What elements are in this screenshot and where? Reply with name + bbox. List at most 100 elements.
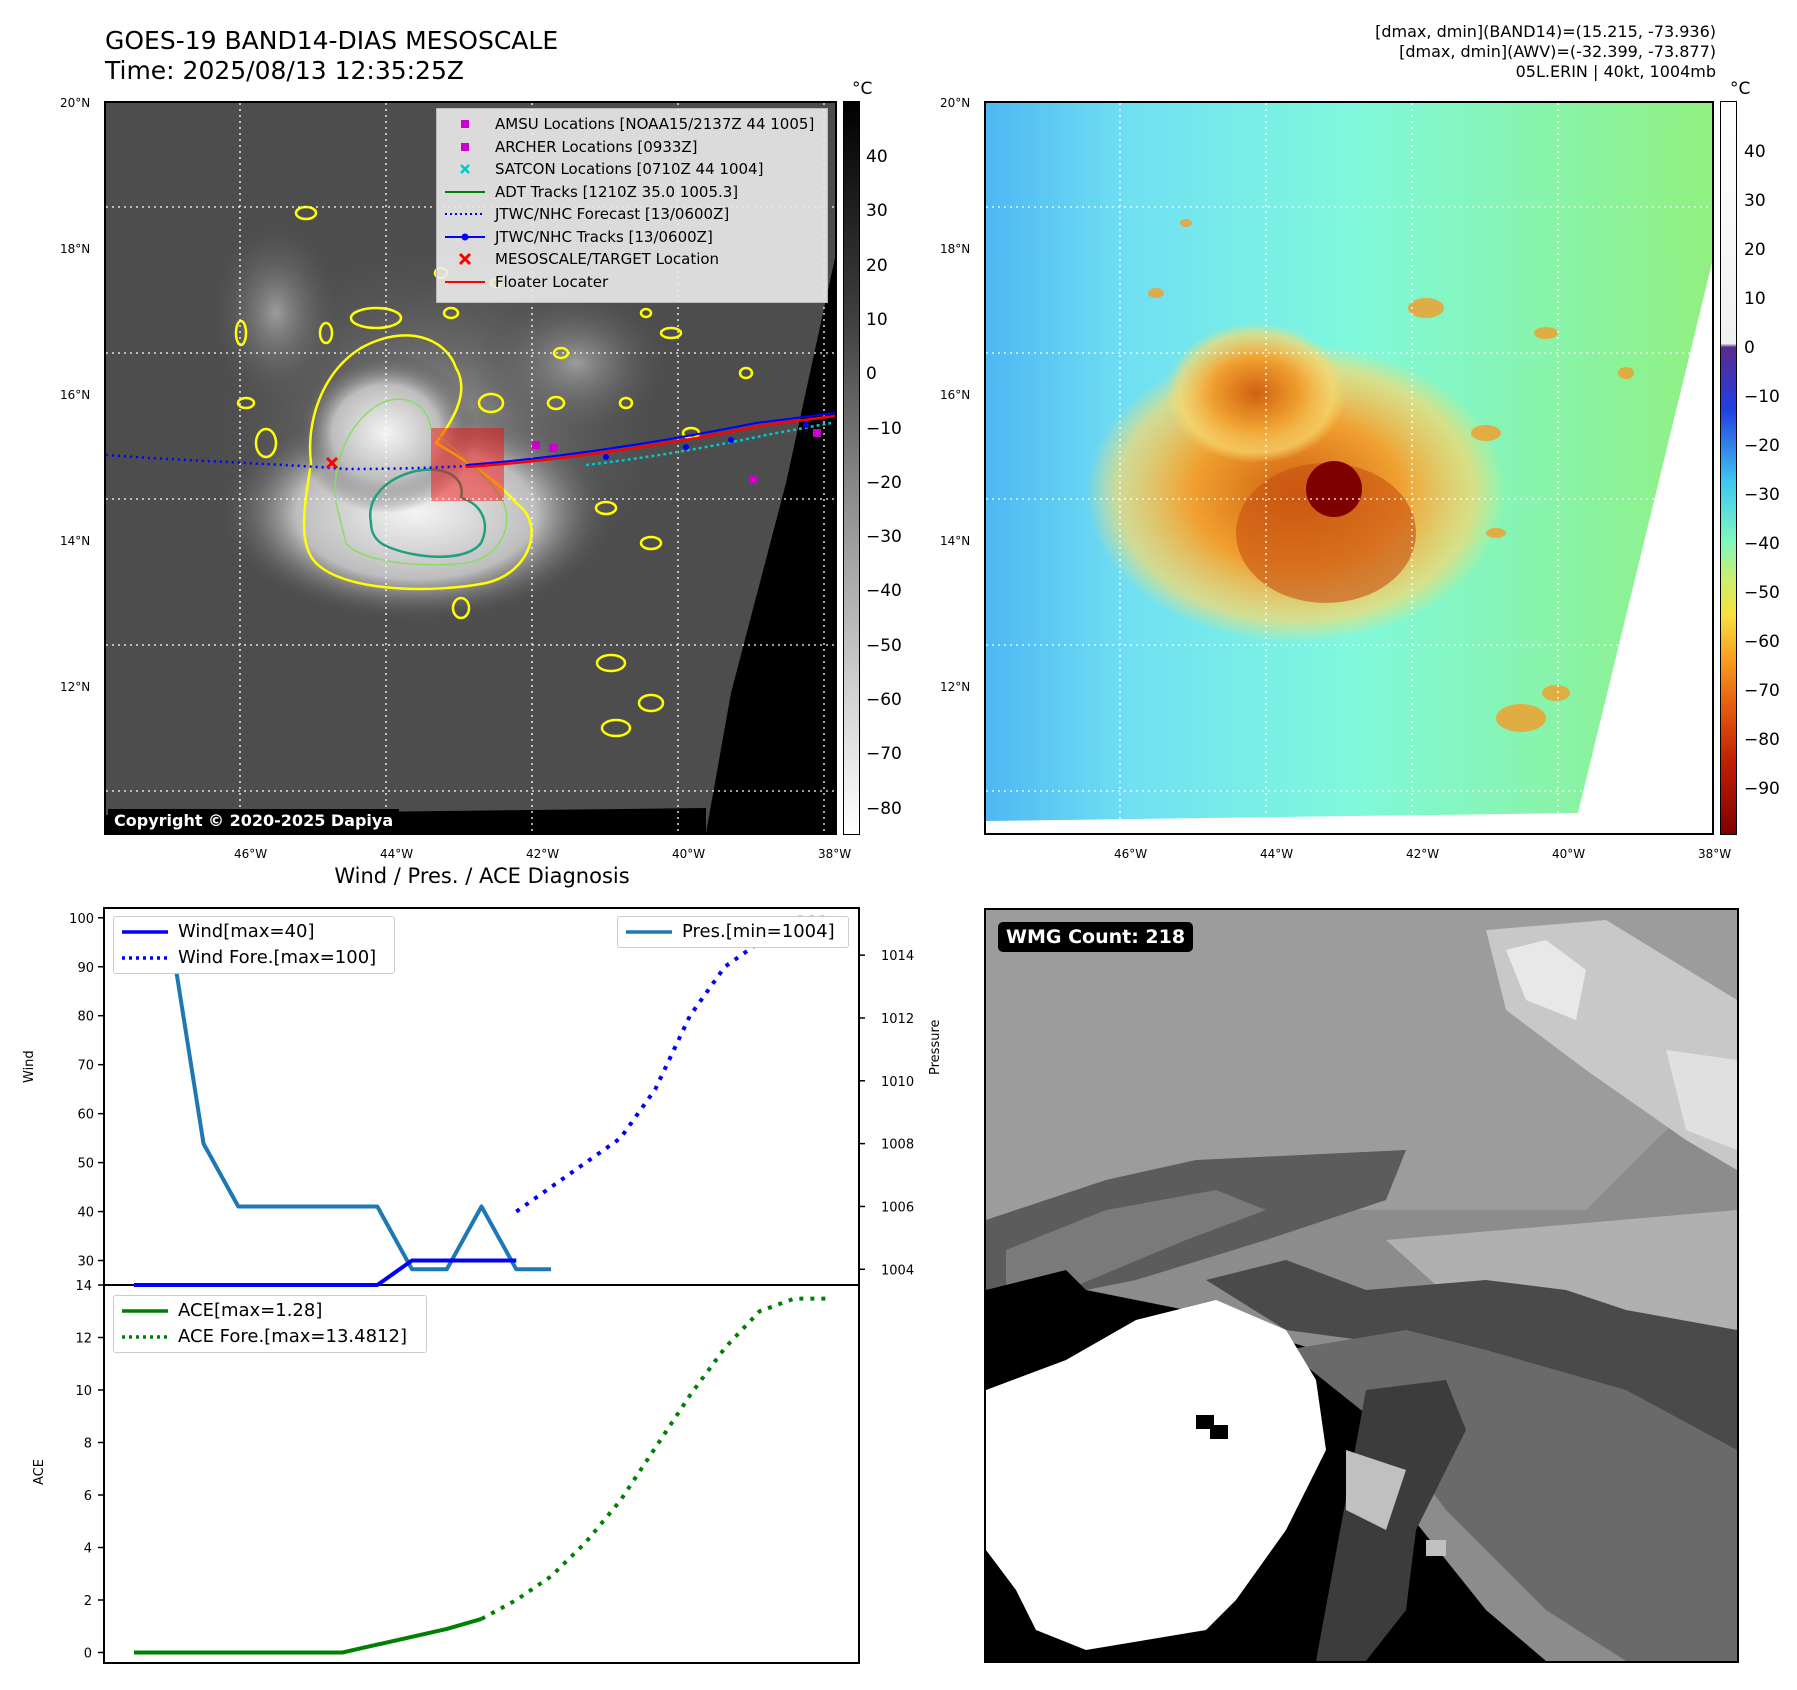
legend-wind: Wind[max=40] — [122, 919, 386, 945]
awv-map-svg — [986, 103, 1712, 833]
legend-ace-fore-label: ACE Fore.[max=13.4812] — [178, 1326, 407, 1347]
colorbar2-tick: 40 — [1744, 142, 1766, 162]
colorbar1-tick: −70 — [866, 744, 902, 765]
storm-info-name: 05L.ERIN | 40kt, 1004mb — [1515, 62, 1716, 81]
figure-title: GOES-19 BAND14-DIAS MESOSCALE Time: 2025… — [105, 26, 558, 86]
colorbar1-tick: −20 — [866, 472, 902, 493]
map-lon-label: 46°W — [234, 847, 268, 861]
colorbar1-tick: 0 — [866, 364, 877, 385]
colorbar2-tick: −50 — [1744, 583, 1780, 603]
pres-ytick-label: 1004 — [881, 1263, 914, 1278]
ace-ytick-label: 14 — [75, 1279, 92, 1294]
map-lat-label: 14°N — [940, 534, 971, 548]
colorbar2-tick: −90 — [1744, 779, 1780, 799]
wind-ytick-label: 80 — [77, 1010, 94, 1025]
wind-ytick-label: 40 — [77, 1206, 94, 1221]
map-lon-label: 38°W — [1698, 847, 1732, 861]
wind-forecast-line — [515, 915, 829, 1214]
colorbar1-unit: °C — [852, 79, 873, 99]
map-lon-label: 44°W — [380, 847, 414, 861]
wind-line — [134, 1258, 517, 1287]
map-lon-label: 38°W — [818, 847, 852, 861]
legend-archer: ARCHER Locations [0933Z] — [445, 136, 819, 159]
ace-ytick-label: 4 — [84, 1542, 92, 1557]
ace-forecast-line — [480, 1296, 829, 1621]
legend-target-label: MESOSCALE/TARGET Location — [495, 250, 720, 268]
map-lon-label: 42°W — [1406, 847, 1440, 861]
colorbar2-tick: −80 — [1744, 730, 1780, 750]
legend-tracks: JTWC/NHC Tracks [13/0600Z] — [445, 226, 819, 249]
pres-ytick-label: 1006 — [881, 1200, 914, 1215]
pres-ytick-label: 1012 — [881, 1012, 914, 1027]
legend-forecast: JTWC/NHC Forecast [13/0600Z] — [445, 203, 819, 226]
colorbar2-unit: °C — [1730, 79, 1751, 99]
colorbar2-tick: −40 — [1744, 534, 1780, 554]
legend-wind-label: Wind[max=40] — [178, 921, 315, 942]
wind-legend: Wind[max=40] Wind Fore.[max=100] — [113, 916, 395, 974]
wind-ytick-label: 60 — [77, 1108, 94, 1123]
map-lat-label: 14°N — [60, 534, 91, 548]
legend-archer-label: ARCHER Locations [0933Z] — [495, 137, 698, 156]
legend-amsu-label: AMSU Locations [NOAA15/2137Z 44 1005] — [495, 115, 815, 133]
wind-ytick-label: 100 — [69, 912, 94, 927]
map-lon-label: 40°W — [672, 847, 706, 861]
colorbar2-tick: 20 — [1744, 240, 1766, 260]
ace-ylabel: ACE — [32, 1459, 47, 1485]
colorbar1 — [843, 101, 860, 835]
colorbar1-tick: 40 — [866, 147, 888, 167]
wmg-panel[interactable]: WMG Count: 218 — [984, 908, 1739, 1663]
legend-wind-fore: Wind Fore.[max=100] — [122, 945, 386, 971]
ace-axes-frame — [103, 1284, 860, 1664]
colorbar2-tick: −60 — [1744, 632, 1780, 652]
colorbar1-tick: 30 — [866, 201, 888, 222]
colorbar1-tick: −50 — [866, 635, 902, 656]
colorbar2-tick: 10 — [1744, 289, 1766, 309]
legend-satcon: SATCON Locations [0710Z 44 1004] — [445, 158, 819, 181]
wmg-image-svg — [986, 910, 1737, 1661]
figure-title-line1: GOES-19 BAND14-DIAS MESOSCALE — [105, 26, 559, 55]
legend-tracks-label: JTWC/NHC Tracks [13/0600Z] — [495, 227, 713, 246]
colorbar1-tick: −80 — [866, 798, 902, 819]
storm-info-band14: [dmax, dmin](BAND14)=(15.215, -73.936) — [1375, 22, 1716, 41]
map-lat-label: 12°N — [60, 680, 91, 694]
ir-map-panel[interactable]: AMSU Locations [NOAA15/2137Z 44 1005] AR… — [104, 101, 837, 835]
colorbar2-tick: 0 — [1744, 338, 1755, 358]
legend-floater-label: Floater Locater — [495, 272, 609, 291]
ace-legend: ACE[max=1.28] ACE Fore.[max=13.4812] — [113, 1295, 427, 1353]
copyright-badge: Copyright © 2020-2025 Dapiya — [108, 809, 400, 833]
legend-forecast-label: JTWC/NHC Forecast [13/0600Z] — [495, 205, 730, 223]
storm-info: [dmax, dmin](BAND14)=(15.215, -73.936) [… — [1375, 22, 1716, 82]
pressure-line — [134, 921, 551, 1272]
figure-title-time: Time: 2025/08/13 12:35:25Z — [105, 56, 464, 85]
map-lon-label: 44°W — [1260, 847, 1294, 861]
colorbar2-tick: 30 — [1744, 191, 1766, 211]
legend-pres: Pres.[min=1004] — [626, 919, 840, 945]
colorbar1-tick: −10 — [866, 418, 902, 439]
colorbar1-tick: −60 — [866, 690, 902, 710]
legend-target: MESOSCALE/TARGET Location — [445, 248, 819, 271]
wind-ytick-label: 50 — [77, 1157, 94, 1172]
legend-amsu: AMSU Locations [NOAA15/2137Z 44 1005] — [445, 113, 819, 136]
map-lon-label: 46°W — [1114, 847, 1148, 861]
pres-ytick-label: 1014 — [881, 949, 914, 964]
colorbar2-tick: −70 — [1744, 681, 1780, 701]
ace-ytick-label: 12 — [75, 1332, 92, 1347]
colorbar2 — [1720, 101, 1737, 835]
colorbar2-tick: −20 — [1744, 436, 1780, 456]
pres-legend: Pres.[min=1004] — [617, 916, 849, 948]
legend-ace-fore: ACE Fore.[max=13.4812] — [122, 1324, 418, 1350]
wind-ylabel: Wind — [22, 1050, 37, 1083]
colorbar1-tick: 20 — [866, 255, 888, 276]
map-legend: AMSU Locations [NOAA15/2137Z 44 1005] AR… — [436, 108, 828, 303]
ace-line — [134, 1616, 483, 1655]
diag-chart-svg[interactable]: 1009080706050403010141012101010081006100… — [0, 895, 960, 1690]
ace-ytick-label: 10 — [75, 1384, 92, 1399]
legend-adt: ADT Tracks [1210Z 35.0 1005.3] — [445, 181, 819, 204]
legend-wind-fore-label: Wind Fore.[max=100] — [178, 947, 377, 968]
pressure-ylabel: Pressure — [928, 1019, 943, 1075]
awv-map-panel[interactable] — [984, 101, 1714, 835]
diag-title: Wind / Pres. / ACE Diagnosis — [334, 864, 630, 888]
colorbar2-tick: −10 — [1744, 387, 1780, 407]
ace-ytick-label: 0 — [84, 1647, 92, 1662]
colorbar1-tick: 10 — [866, 309, 888, 330]
